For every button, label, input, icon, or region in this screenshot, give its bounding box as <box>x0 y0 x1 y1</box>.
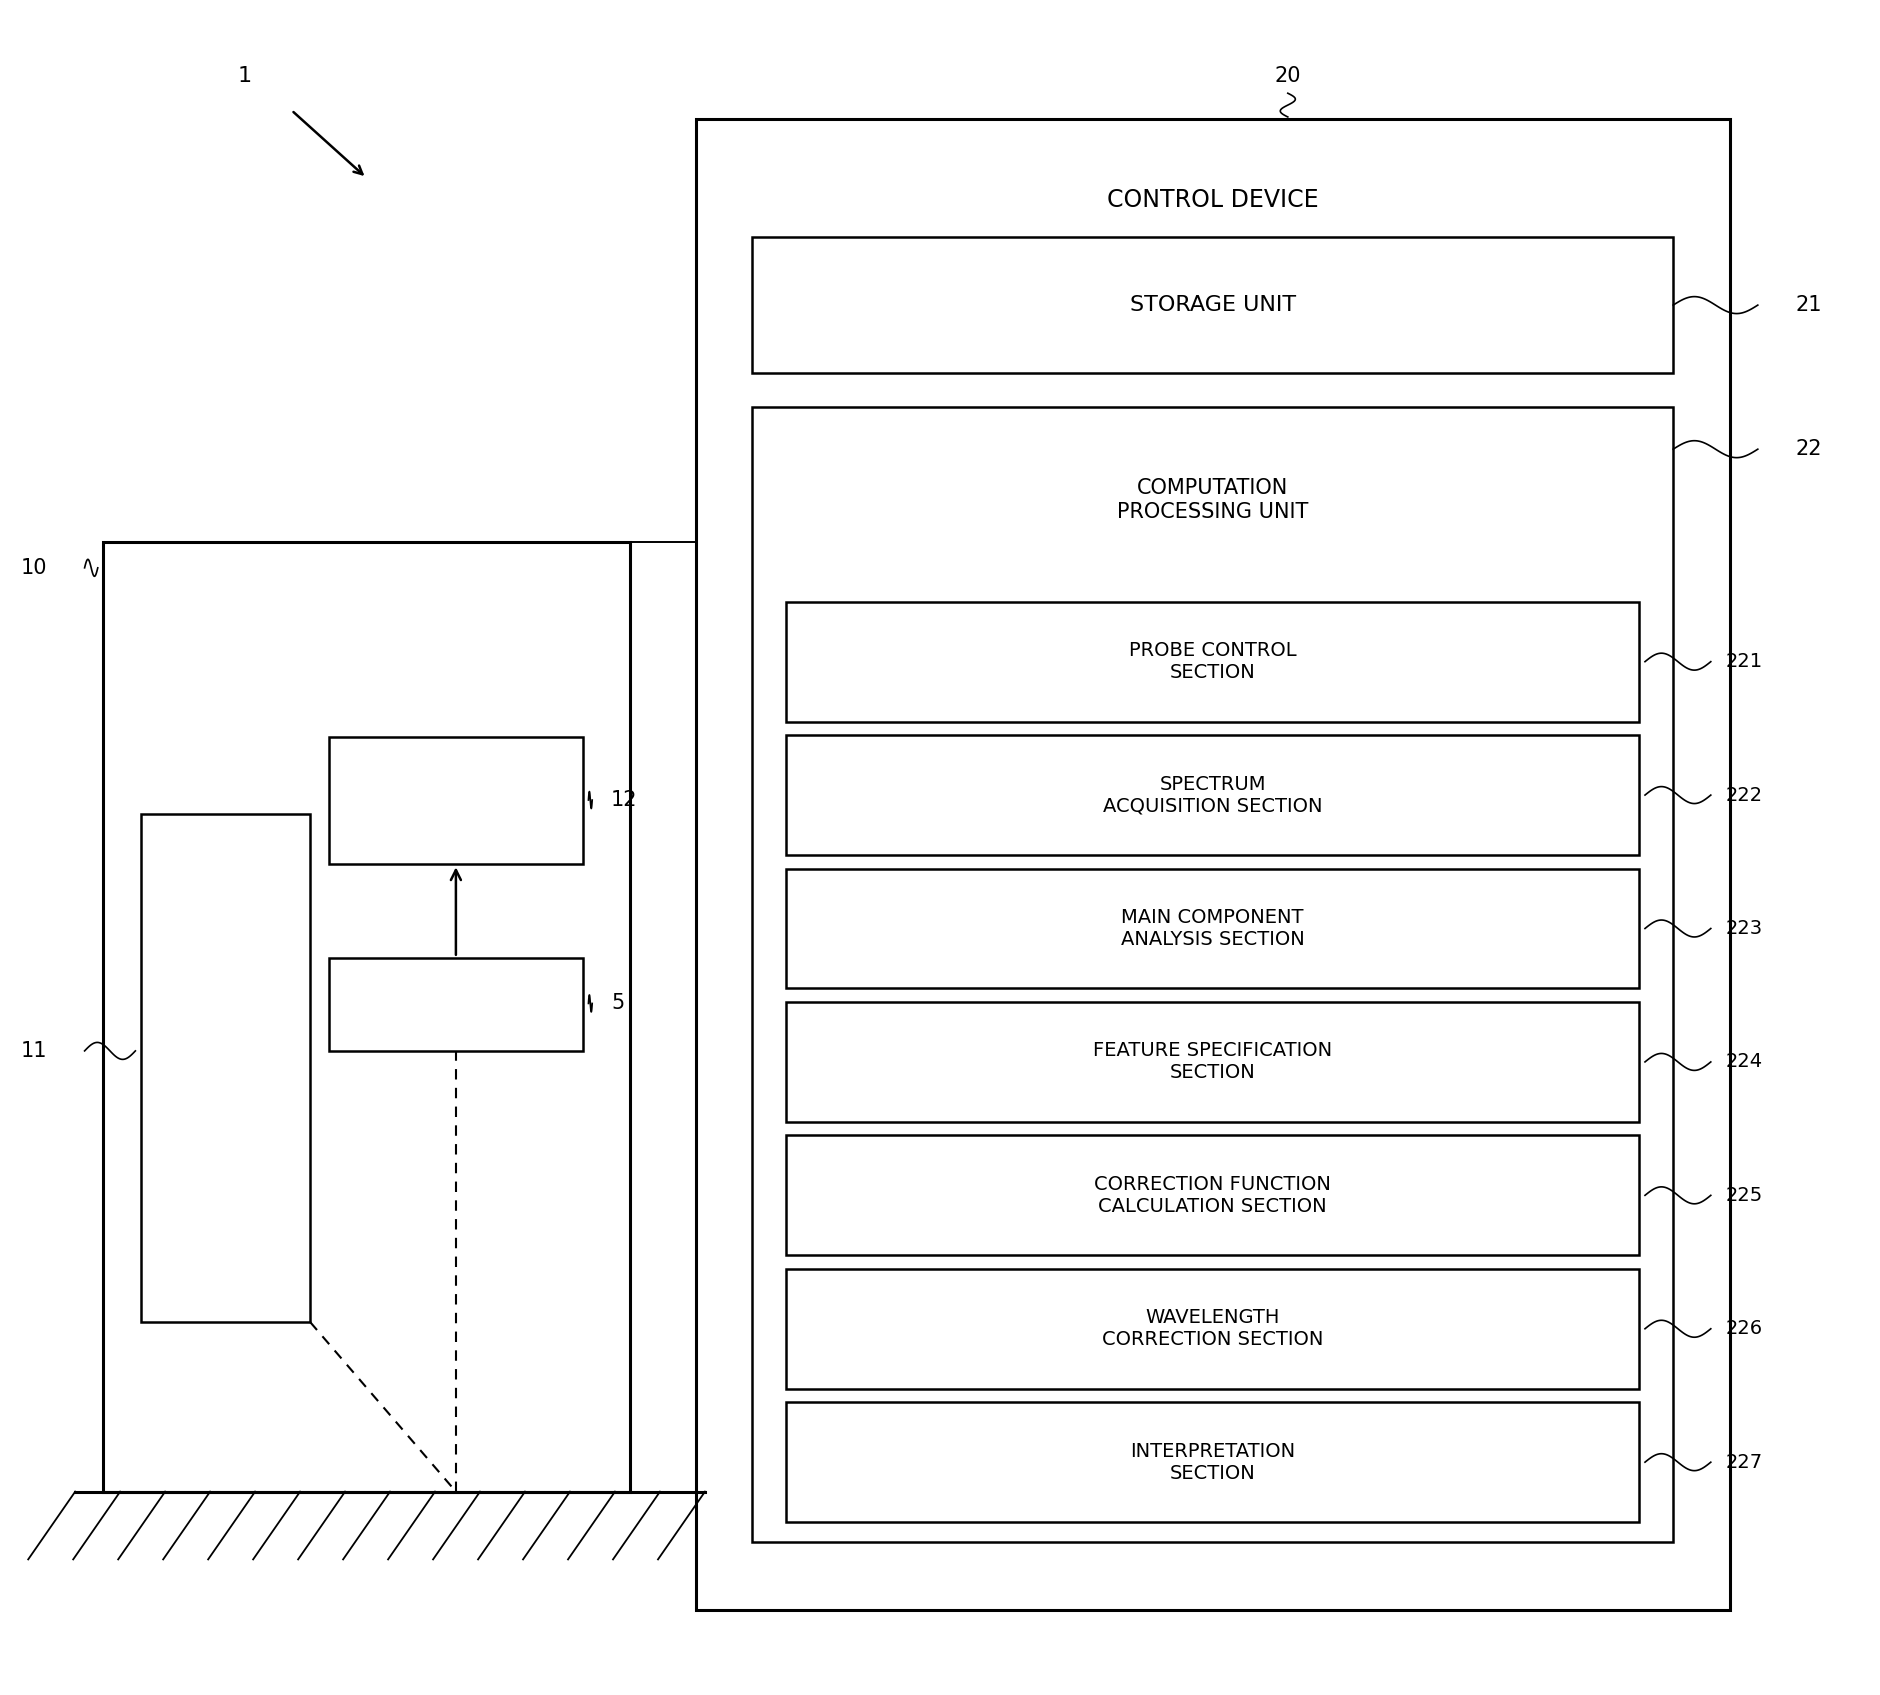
Text: COMPUTATION
PROCESSING UNIT: COMPUTATION PROCESSING UNIT <box>1117 478 1308 522</box>
Bar <box>141 814 310 1322</box>
Text: CONTROL DEVICE: CONTROL DEVICE <box>1107 188 1318 212</box>
Text: MAIN COMPONENT
ANALYSIS SECTION: MAIN COMPONENT ANALYSIS SECTION <box>1120 909 1305 949</box>
Bar <box>103 542 630 1492</box>
Text: FEATURE SPECIFICATION
SECTION: FEATURE SPECIFICATION SECTION <box>1092 1041 1333 1083</box>
Bar <box>329 737 583 864</box>
Text: INTERPRETATION
SECTION: INTERPRETATION SECTION <box>1130 1442 1295 1483</box>
Bar <box>786 868 1639 988</box>
Text: 21: 21 <box>1795 295 1822 315</box>
Bar <box>786 1402 1639 1522</box>
Bar <box>329 958 583 1051</box>
Text: 11: 11 <box>21 1041 47 1061</box>
Bar <box>786 736 1639 854</box>
Text: 226: 226 <box>1726 1319 1763 1339</box>
Text: 20: 20 <box>1275 66 1301 86</box>
Text: 227: 227 <box>1726 1453 1763 1471</box>
Bar <box>752 237 1673 373</box>
Bar <box>786 602 1639 722</box>
Text: SPECTRUM
ACQUISITION SECTION: SPECTRUM ACQUISITION SECTION <box>1104 775 1322 815</box>
Text: 22: 22 <box>1795 439 1822 459</box>
Text: 224: 224 <box>1726 1053 1763 1071</box>
Text: WAVELENGTH
CORRECTION SECTION: WAVELENGTH CORRECTION SECTION <box>1102 1309 1324 1349</box>
Bar <box>786 1136 1639 1256</box>
Text: 225: 225 <box>1726 1186 1763 1205</box>
Bar <box>786 1002 1639 1122</box>
Text: STORAGE UNIT: STORAGE UNIT <box>1130 295 1295 315</box>
Bar <box>696 119 1730 1610</box>
Text: 12: 12 <box>611 790 637 810</box>
Text: 221: 221 <box>1726 653 1763 671</box>
Text: PROBE CONTROL
SECTION: PROBE CONTROL SECTION <box>1128 641 1297 681</box>
Text: 1: 1 <box>237 66 252 86</box>
Bar <box>752 407 1673 1542</box>
Text: CORRECTION FUNCTION
CALCULATION SECTION: CORRECTION FUNCTION CALCULATION SECTION <box>1094 1175 1331 1215</box>
Bar <box>786 1270 1639 1388</box>
Text: 10: 10 <box>21 558 47 578</box>
Text: 5: 5 <box>611 993 624 1014</box>
Text: 223: 223 <box>1726 919 1763 937</box>
Text: 222: 222 <box>1726 785 1763 805</box>
